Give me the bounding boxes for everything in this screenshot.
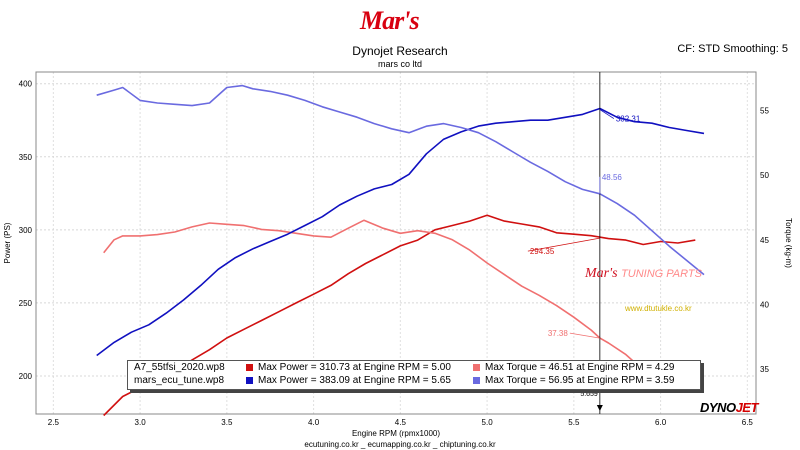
- mars-logo: Mar's: [360, 6, 420, 35]
- cursor-leader-line: [599, 109, 615, 119]
- legend-torque-text: Max Torque = 46.51 at Engine RPM = 4.29: [485, 362, 675, 373]
- legend-power-text: Max Power = 383.09 at Engine RPM = 5.65: [258, 375, 451, 386]
- plot-frame: [35, 71, 757, 415]
- series-lines: [96, 84, 705, 417]
- legend-power-text: Max Power = 310.73 at Engine RPM = 5.00: [258, 362, 451, 373]
- cursor-leader-line: [569, 332, 600, 339]
- x-tick-label: 5.5: [568, 418, 580, 427]
- legend-swatch-power: [246, 377, 253, 384]
- cursor-value-label: 48.56: [602, 173, 623, 182]
- chart-title: Dynojet Research: [352, 44, 448, 58]
- legend-swatch-power: [246, 364, 253, 371]
- y-tick-label: 250: [19, 299, 33, 308]
- watermark-text: TUNING PARTS: [621, 268, 702, 280]
- y-tick-label: 300: [19, 226, 33, 235]
- cursor-value-label: 382.31: [616, 115, 641, 124]
- series-power-mars-ecu-tune-line: [96, 107, 705, 357]
- watermark-brand: Mar's: [585, 266, 618, 281]
- x-tick-label: 5.0: [482, 418, 494, 427]
- y-axis-label: Power (PS): [3, 222, 12, 263]
- legend-row-mars: mars_ecu_tune.wp8 Max Power = 383.09 at …: [128, 374, 700, 387]
- y2-tick-label: 35: [760, 365, 769, 374]
- cursor-leader-line: [527, 237, 600, 252]
- x-tick-label: 6.5: [742, 418, 754, 427]
- y2-tick-label: 55: [760, 107, 769, 116]
- y-tick-label: 350: [19, 153, 33, 162]
- rpm-cursor: 5.659 382.31 48.56 294.35 37.38: [527, 72, 641, 414]
- x-tick-label: 4.0: [308, 418, 320, 427]
- axis-ticks: 2.5 3.0 3.5 4.0 4.5 5.0 5.5 6.0 6.5 200 250 300 350 4…: [19, 80, 770, 427]
- series-power-a7-55tfsi-2020-line: [103, 214, 696, 417]
- legend-swatch-torque: [473, 364, 480, 371]
- y-tick-label: 400: [19, 80, 33, 89]
- series-torque-a7-55tfsi-2020-line: [103, 219, 636, 363]
- x-tick-label: 6.0: [655, 418, 667, 427]
- legend-swatch-torque: [473, 377, 480, 384]
- legend-file-name: mars_ecu_tune.wp8: [134, 375, 225, 386]
- y2-axis-label: Torque (kg-m): [784, 218, 793, 268]
- x-tick-label: 3.0: [135, 418, 147, 427]
- legend: A7_55tfsi_2020.wp8 Max Power = 310.73 at…: [127, 360, 701, 390]
- legend-torque-text: Max Torque = 56.95 at Engine RPM = 3.59: [485, 375, 675, 386]
- y2-tick-label: 40: [760, 300, 769, 309]
- cursor-value-label: 294.35: [530, 247, 555, 256]
- cursor-marker: [596, 405, 603, 411]
- cursor-value-label: 37.38: [548, 329, 569, 338]
- footer-text: ecutuning.co.kr _ ecumapping.co.kr _ chi…: [304, 440, 496, 449]
- cursor-rpm-label: 5.659: [580, 391, 598, 398]
- legend-file-name: A7_55tfsi_2020.wp8: [134, 362, 225, 373]
- y2-tick-label: 50: [760, 171, 769, 180]
- watermark: Mar's TUNING PARTS: [585, 266, 702, 282]
- dynojet-logo: DYNOJET: [700, 400, 758, 415]
- x-axis-label: Engine RPM (rpmx1000): [352, 429, 440, 438]
- y2-tick-label: 45: [760, 236, 769, 245]
- legend-row-a7: A7_55tfsi_2020.wp8 Max Power = 310.73 at…: [128, 361, 700, 374]
- watermark-url: www.dtutukle.co.kr: [625, 304, 692, 313]
- y-tick-label: 200: [19, 372, 33, 381]
- x-tick-label: 3.5: [221, 418, 233, 427]
- correction-factor-label: CF: STD Smoothing: 5: [677, 43, 788, 55]
- x-tick-label: 2.5: [48, 418, 60, 427]
- chart-subtitle: mars co ltd: [377, 59, 422, 69]
- x-tick-label: 4.5: [395, 418, 407, 427]
